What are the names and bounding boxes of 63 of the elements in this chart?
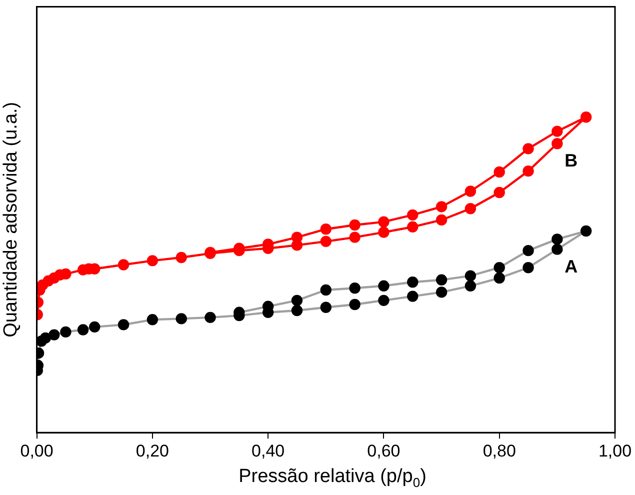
x-tick-label: 0,60 [367, 441, 400, 460]
point [552, 244, 563, 255]
point [580, 225, 592, 237]
point [552, 138, 563, 150]
point [552, 234, 563, 245]
point [40, 332, 52, 344]
point [378, 216, 390, 228]
point [494, 272, 505, 284]
point [291, 294, 303, 306]
point [48, 329, 60, 340]
x-tick-label: 0,20 [136, 441, 169, 460]
y-axis-title: Quantidade adsorvida (u.a.) [0, 102, 22, 338]
point [320, 224, 332, 235]
point [349, 298, 360, 310]
point [118, 319, 130, 330]
point [494, 186, 505, 198]
point [494, 166, 505, 178]
point [146, 255, 158, 266]
series-label: B [564, 150, 578, 171]
point [464, 280, 476, 292]
point [407, 290, 418, 302]
point [522, 244, 534, 256]
series-label: A [564, 256, 578, 276]
point [378, 280, 390, 292]
point [89, 321, 100, 333]
point [407, 221, 418, 233]
point [320, 302, 332, 313]
point [464, 270, 476, 282]
x-tick-label: 1,00 [598, 441, 632, 460]
point [407, 276, 418, 288]
point [60, 326, 72, 338]
point [291, 304, 303, 316]
point [378, 226, 390, 238]
x-tick-label: 0,40 [252, 441, 285, 460]
point [522, 262, 534, 274]
point [320, 284, 332, 296]
point [436, 274, 448, 286]
point [407, 209, 418, 221]
point [580, 112, 592, 123]
point [436, 214, 448, 226]
point [291, 232, 303, 243]
point [522, 143, 534, 154]
x-tick-label: 0,00 [20, 441, 54, 460]
point [464, 186, 476, 197]
point [378, 294, 390, 306]
point [176, 313, 187, 324]
point [436, 201, 448, 212]
point [522, 165, 534, 177]
point [464, 203, 476, 214]
point [320, 236, 332, 248]
point [349, 232, 360, 243]
x-axis-title: Pressão relativa (p/p$_{0}$) [238, 466, 428, 490]
point [494, 262, 505, 274]
point [349, 219, 360, 231]
point [176, 252, 187, 264]
point [146, 314, 158, 326]
x-tick-label: 0,80 [482, 441, 516, 460]
point [204, 312, 216, 324]
point [552, 126, 563, 137]
point [436, 286, 448, 298]
point [118, 259, 130, 270]
point [77, 324, 89, 336]
point [349, 282, 360, 294]
